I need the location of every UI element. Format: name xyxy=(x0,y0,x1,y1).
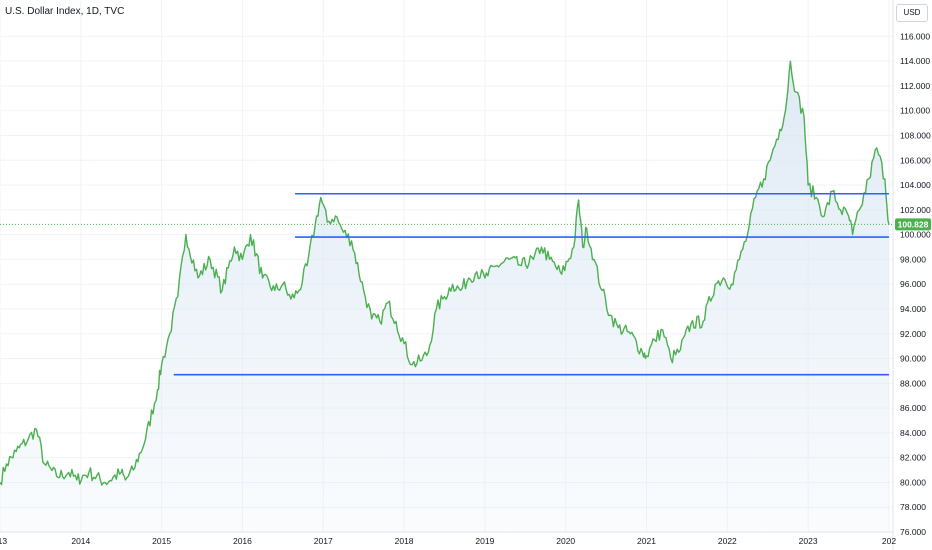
y-tick-label: 104.000 xyxy=(900,180,931,190)
x-tick-label: 2023 xyxy=(799,536,818,546)
y-tick-label: 100.000 xyxy=(900,230,931,240)
last-price-tag xyxy=(895,218,931,231)
y-tick-label: 78.000 xyxy=(900,502,926,512)
y-tick-label: 80.000 xyxy=(900,477,926,487)
y-tick-label: 90.000 xyxy=(900,354,926,364)
y-tick-label: 116.000 xyxy=(900,31,930,41)
x-tick-label: 2016 xyxy=(233,536,252,546)
y-tick-label: 76.000 xyxy=(900,527,926,537)
price-series xyxy=(0,60,893,532)
x-tick-label: 2018 xyxy=(395,536,414,546)
y-tick-label: 108.000 xyxy=(900,131,931,141)
last-price-label: 100.828 xyxy=(898,219,929,229)
y-tick-label: 112.000 xyxy=(900,81,930,91)
x-tick-label: 2020 xyxy=(556,536,575,546)
y-tick-label: 98.000 xyxy=(900,254,926,264)
y-tick-label: 92.000 xyxy=(900,329,926,339)
x-tick-label: 2021 xyxy=(637,536,656,546)
x-tick-label: 2014 xyxy=(71,536,90,546)
y-tick-label: 110.000 xyxy=(900,106,930,116)
y-tick-label: 94.000 xyxy=(900,304,926,314)
x-tick-label: 013 xyxy=(0,536,7,546)
y-tick-label: 106.000 xyxy=(900,155,931,165)
chart-title: U.S. Dollar Index, 1D, TVC xyxy=(5,6,125,17)
y-tick-label: 86.000 xyxy=(900,403,926,413)
x-tick-label: 2017 xyxy=(314,536,333,546)
price-line xyxy=(0,60,890,486)
y-tick-label: 88.000 xyxy=(900,378,926,388)
y-tick-label: 114.000 xyxy=(900,56,930,66)
y-tick-label: 96.000 xyxy=(900,279,926,289)
x-tick-label: 2019 xyxy=(475,536,494,546)
level-lines xyxy=(173,192,889,376)
x-tick-label: 2015 xyxy=(152,536,171,546)
currency-button[interactable]: USD xyxy=(896,4,928,22)
y-tick-label: 102.000 xyxy=(900,205,931,215)
x-tick-label: 2022 xyxy=(718,536,737,546)
y-tick-label: 84.000 xyxy=(900,428,926,438)
x-tick-label: 202 xyxy=(882,536,896,546)
y-tick-label: 82.000 xyxy=(900,453,926,463)
